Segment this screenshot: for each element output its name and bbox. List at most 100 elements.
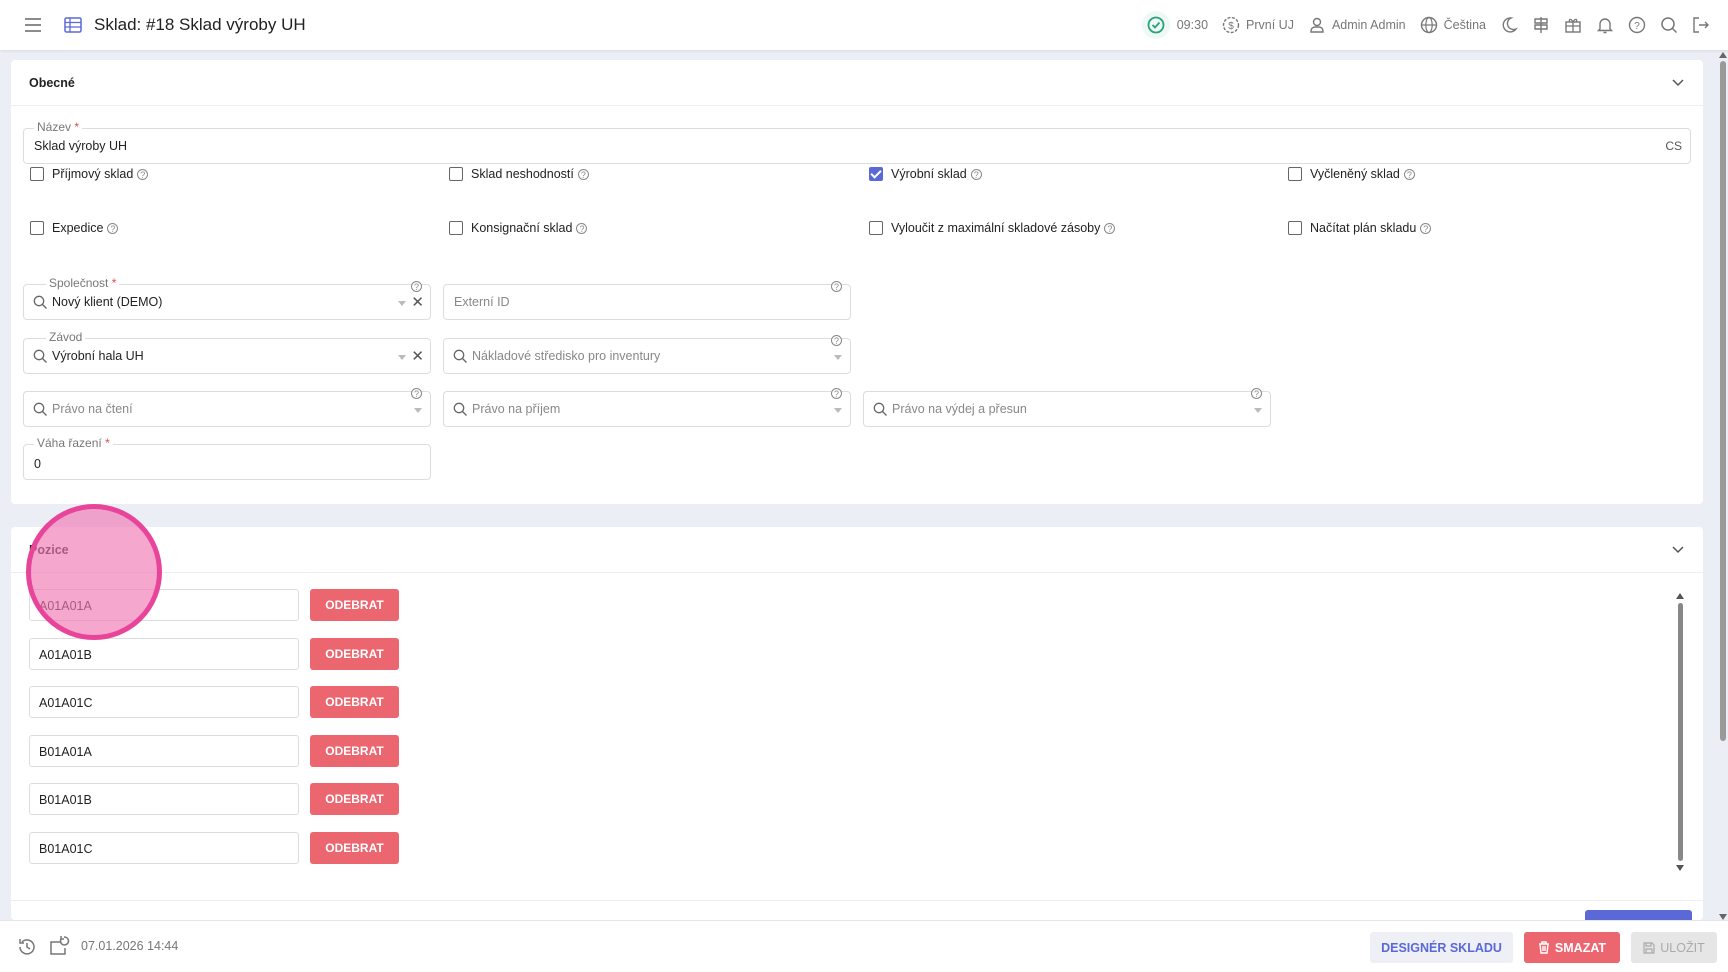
- search-icon: [453, 402, 467, 416]
- field-value: Nový klient (DEMO): [52, 295, 163, 309]
- help-icon: ?: [1104, 222, 1116, 234]
- dollar-icon: $: [1222, 16, 1240, 34]
- checkbox-label: Sklad neshodností: [471, 167, 574, 181]
- checkbox-label: Vyloučit z maximální skladové zásoby: [891, 221, 1101, 235]
- field-placeholder: Právo na příjem: [472, 402, 561, 416]
- language-selector[interactable]: Čeština: [1420, 16, 1486, 34]
- moon-icon[interactable]: [1500, 16, 1518, 34]
- checkbox[interactable]: [869, 221, 883, 235]
- dropdown-icon[interactable]: [834, 408, 842, 413]
- external-id-field[interactable]: Externí ID ?: [443, 281, 851, 320]
- field-label: Společnost *: [46, 276, 120, 290]
- dropdown-icon[interactable]: [834, 355, 842, 360]
- help-icon: ?: [411, 388, 422, 399]
- position-input[interactable]: A01A01B: [29, 637, 299, 670]
- positions-panel-header[interactable]: Pozice: [11, 527, 1703, 573]
- checkbox-item[interactable]: Sklad neshodností?: [449, 167, 589, 181]
- general-panel: Obecné Název * Sklad výroby UH CS Příjmo…: [11, 60, 1703, 504]
- save-label: ULOŽIT: [1660, 940, 1705, 955]
- checkbox-label: Expedice: [52, 221, 104, 235]
- dropdown-icon[interactable]: [1254, 408, 1262, 413]
- delete-button[interactable]: SMAZAT: [1524, 932, 1620, 963]
- gift-icon[interactable]: [1564, 16, 1582, 34]
- help-icon: ?: [576, 222, 588, 234]
- help-icon: ?: [411, 281, 422, 292]
- general-panel-header[interactable]: Obecné: [11, 60, 1703, 106]
- checkbox-item[interactable]: Načítat plán skladu?: [1288, 221, 1432, 235]
- receive-right-field[interactable]: Právo na příjem ?: [443, 388, 851, 427]
- top-bar: Sklad: #18 Sklad výroby UH 09:30 $ První …: [0, 0, 1728, 50]
- chevron-down-icon[interactable]: [1671, 75, 1685, 89]
- section-title: Obecné: [29, 75, 75, 90]
- remove-position-button[interactable]: ODEBRAT: [310, 589, 399, 621]
- user-menu[interactable]: Admin Admin: [1308, 16, 1406, 34]
- footer-bar: 07.01.2026 14:44 DESIGNÉR SKLADU SMAZAT …: [0, 920, 1728, 972]
- history-icon[interactable]: [17, 937, 37, 957]
- checkbox[interactable]: [869, 167, 883, 181]
- help-icon: ?: [577, 168, 589, 180]
- issue-right-field[interactable]: Právo na výdej a přesun ?: [863, 388, 1271, 427]
- signpost-icon[interactable]: [1532, 16, 1550, 34]
- remove-position-button[interactable]: ODEBRAT: [310, 783, 399, 816]
- position-input[interactable]: B01A01C: [29, 832, 299, 864]
- search-icon: [33, 295, 47, 309]
- cost-center-field[interactable]: Nákladové středisko pro inventury ?: [443, 335, 851, 374]
- remove-position-button[interactable]: ODEBRAT: [310, 832, 399, 864]
- read-right-field[interactable]: Právo na čtení ?: [23, 388, 431, 427]
- menu-icon[interactable]: [24, 18, 42, 32]
- help-icon: ?: [1251, 388, 1262, 399]
- export-icon[interactable]: [49, 935, 71, 957]
- position-input[interactable]: B01A01A: [29, 734, 299, 767]
- checkbox[interactable]: [449, 221, 463, 235]
- table-icon: [64, 17, 82, 33]
- clear-icon[interactable]: ✕: [411, 294, 424, 311]
- checkbox[interactable]: [30, 221, 44, 235]
- checkbox[interactable]: [1288, 221, 1302, 235]
- clock-time: 09:30: [1176, 18, 1209, 32]
- user-name: Admin Admin: [1331, 18, 1406, 32]
- remove-position-button[interactable]: ODEBRAT: [310, 686, 399, 719]
- page-scrollbar[interactable]: [1718, 52, 1728, 920]
- company-field[interactable]: Společnost * Nový klient (DEMO) ? ✕: [23, 276, 431, 320]
- position-input[interactable]: B01A01B: [29, 783, 299, 816]
- add-position-button[interactable]: [1585, 910, 1692, 922]
- positions-scrollbar[interactable]: [1676, 593, 1684, 885]
- checkbox[interactable]: [30, 167, 44, 181]
- checkbox[interactable]: [1288, 167, 1302, 181]
- clear-icon[interactable]: ✕: [411, 348, 424, 365]
- checkbox-item[interactable]: Vyloučit z maximální skladové zásoby?: [869, 221, 1116, 235]
- checkbox-item[interactable]: Konsignační sklad?: [449, 221, 588, 235]
- user-icon: [1310, 17, 1324, 33]
- section-title: Pozice: [29, 542, 69, 557]
- name-field[interactable]: Název * Sklad výroby UH CS: [23, 120, 1691, 164]
- position-input[interactable]: A01A01A: [29, 589, 299, 621]
- checkbox-item[interactable]: Výrobní sklad?: [869, 167, 982, 181]
- checkbox-label: Vyčleněný sklad: [1310, 167, 1400, 181]
- checkbox-item[interactable]: Vyčleněný sklad?: [1288, 167, 1415, 181]
- search-icon[interactable]: [1660, 16, 1678, 34]
- dropdown-icon[interactable]: [414, 408, 422, 413]
- help-icon[interactable]: ?: [1628, 16, 1646, 34]
- warehouse-designer-button[interactable]: DESIGNÉR SKLADU: [1370, 932, 1513, 963]
- field-label: Název *: [34, 120, 83, 134]
- sync-status[interactable]: 09:30: [1141, 10, 1208, 40]
- checkbox-item[interactable]: Příjmový sklad?: [30, 167, 149, 181]
- sort-weight-field[interactable]: Váha řazení * 0: [23, 436, 431, 480]
- logout-icon[interactable]: [1692, 16, 1710, 34]
- checkbox-item[interactable]: Expedice?: [30, 221, 119, 235]
- remove-position-button[interactable]: ODEBRAT: [310, 637, 399, 670]
- save-button[interactable]: ULOŽIT: [1631, 932, 1717, 963]
- dropdown-icon[interactable]: [398, 355, 406, 360]
- save-icon: [1643, 941, 1655, 954]
- check-circle-icon: [1141, 11, 1170, 39]
- language-code[interactable]: CS: [1665, 139, 1682, 153]
- position-input[interactable]: A01A01C: [29, 686, 299, 719]
- checkbox[interactable]: [449, 167, 463, 181]
- remove-position-button[interactable]: ODEBRAT: [310, 734, 399, 767]
- bell-icon[interactable]: [1596, 16, 1614, 34]
- field-value: Výrobní hala UH: [52, 349, 144, 363]
- chevron-down-icon[interactable]: [1671, 542, 1685, 556]
- company-selector[interactable]: $ První UJ: [1222, 16, 1294, 34]
- plant-field[interactable]: Závod Výrobní hala UH ✕: [23, 330, 431, 374]
- dropdown-icon[interactable]: [398, 301, 406, 306]
